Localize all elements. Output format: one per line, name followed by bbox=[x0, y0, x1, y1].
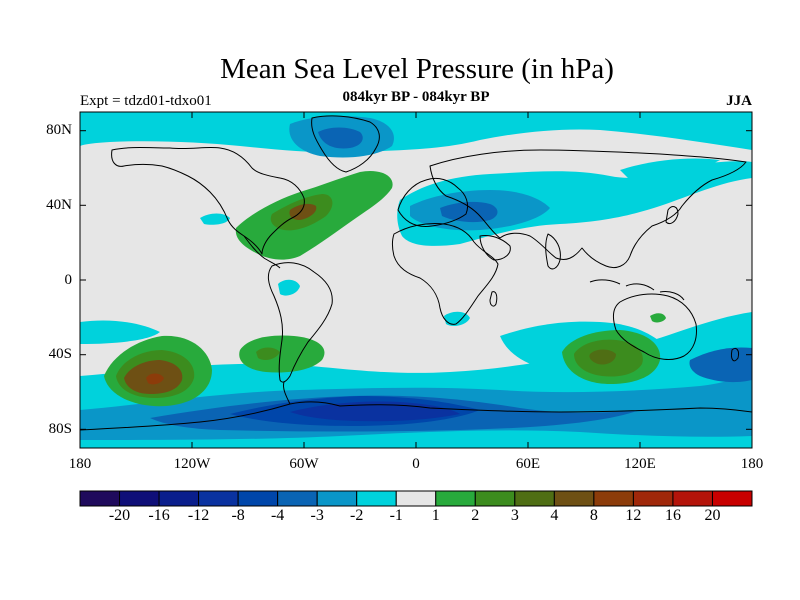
lon-label-60w: 60W bbox=[289, 456, 319, 472]
coastlines bbox=[80, 115, 752, 431]
negative-anomaly-fields bbox=[80, 112, 752, 448]
colorbar-tick-label: 16 bbox=[664, 507, 681, 524]
colorbar-swatch bbox=[237, 490, 279, 507]
colorbar-tick-label: -4 bbox=[270, 507, 285, 524]
east-pacific-cyan-patch bbox=[200, 213, 230, 225]
colorbar-tick-label: -1 bbox=[389, 507, 403, 524]
south-africa-cyan-patch bbox=[444, 311, 470, 326]
lat-ticks bbox=[80, 130, 752, 430]
lon-label-60e: 60E bbox=[515, 456, 541, 472]
period-label: 084kyr BP - 084kyr BP bbox=[342, 89, 490, 105]
map-area bbox=[80, 112, 752, 448]
arctic-cyan-cap bbox=[80, 112, 752, 153]
south-america-cyan-patch bbox=[278, 279, 300, 296]
colorbar-swatch bbox=[672, 490, 713, 507]
colorbar-swatch bbox=[277, 490, 318, 507]
coastline-new-zealand bbox=[731, 347, 739, 362]
map-frame bbox=[79, 111, 753, 449]
colorbar-tick-label: 2 bbox=[471, 507, 480, 524]
colorbar-tick-label: -12 bbox=[187, 507, 210, 524]
south-pacific-high-core bbox=[146, 373, 164, 385]
colorbar-tick-label: 4 bbox=[550, 507, 559, 524]
colorbar-swatch bbox=[593, 490, 634, 507]
coastline-south-america bbox=[267, 262, 333, 383]
colorbar-tick-label: -2 bbox=[350, 507, 364, 524]
coastline-antarctic-peninsula bbox=[283, 381, 291, 405]
colorbar-swatch bbox=[356, 490, 397, 507]
colorbar-swatch bbox=[316, 490, 358, 507]
lat-label-40s: 40S bbox=[48, 346, 72, 362]
colorbar bbox=[79, 490, 753, 507]
south-pacific-cyan-west bbox=[80, 320, 160, 344]
coastline-eurasia bbox=[429, 149, 747, 269]
colorbar-tick-label: 12 bbox=[625, 507, 642, 524]
colorbar-swatch bbox=[435, 490, 476, 507]
coastline-arabia bbox=[479, 235, 511, 261]
colorbar-tick-label: -8 bbox=[231, 507, 245, 524]
south-indian-high-core bbox=[589, 349, 616, 365]
lat-label-40n: 40N bbox=[46, 197, 72, 213]
coastline-north-america bbox=[111, 146, 305, 255]
colorbar-tick-label: 3 bbox=[510, 507, 519, 524]
eurasia-blue-core bbox=[440, 201, 498, 223]
colorbar-tick-label: -20 bbox=[108, 507, 131, 524]
colorbar-swatch bbox=[514, 490, 555, 507]
arctic-greenland-core bbox=[318, 127, 363, 149]
colorbar-swatch bbox=[158, 490, 200, 507]
coastline-japan bbox=[665, 206, 679, 225]
colorbar-swatch bbox=[553, 490, 595, 507]
coastline-antarctica bbox=[80, 401, 752, 431]
positive-anomaly-fields bbox=[104, 170, 666, 407]
pacific-small-green-patch bbox=[650, 313, 666, 323]
lat-label-80n: 80N bbox=[46, 122, 72, 138]
lon-label-120w: 120W bbox=[173, 456, 211, 472]
coastline-greenland bbox=[311, 115, 380, 173]
colorbar-tick-label: -16 bbox=[148, 507, 170, 524]
lon-label-120e: 120E bbox=[624, 456, 656, 472]
colorbar-swatch bbox=[79, 490, 121, 507]
colorbar-tick-label: 8 bbox=[589, 507, 598, 524]
colorbar-swatch bbox=[119, 490, 160, 507]
colorbar-swatch bbox=[632, 490, 674, 507]
experiment-label: Expt = tdzd01-tdxo01 bbox=[80, 93, 212, 109]
season-label: JJA bbox=[726, 93, 752, 109]
coastline-australia bbox=[612, 293, 697, 360]
coastline-africa bbox=[392, 223, 499, 325]
colorbar-swatch bbox=[198, 490, 239, 507]
colorbar-swatch bbox=[395, 490, 437, 507]
colorbar-tick-label: 20 bbox=[704, 507, 721, 524]
lon-ticks bbox=[79, 112, 753, 448]
lon-label-0: 0 bbox=[412, 456, 420, 472]
lon-label-180w: 180 bbox=[68, 456, 92, 472]
south-atlantic-high-core bbox=[256, 347, 280, 360]
south-pacific-blue-patch bbox=[689, 347, 752, 383]
south-atlantic-high-outer bbox=[239, 335, 325, 373]
lat-label-80s: 80S bbox=[48, 421, 72, 437]
coastline-europe bbox=[397, 177, 469, 227]
coastline-madagascar bbox=[489, 291, 498, 307]
coastline-india bbox=[545, 233, 561, 270]
colorbar-swatch bbox=[474, 490, 516, 507]
colorbar-tick-label: -3 bbox=[310, 507, 324, 524]
plot-title: Mean Sea Level Pressure (in hPa) bbox=[220, 53, 614, 85]
lat-label-0: 0 bbox=[64, 272, 73, 288]
lon-label-180e: 180 bbox=[740, 456, 764, 472]
colorbar-tick-label: 1 bbox=[431, 507, 440, 524]
coastline-indonesia bbox=[589, 279, 685, 301]
north-pacific-cyan bbox=[620, 158, 720, 180]
colorbar-swatch bbox=[711, 490, 753, 507]
